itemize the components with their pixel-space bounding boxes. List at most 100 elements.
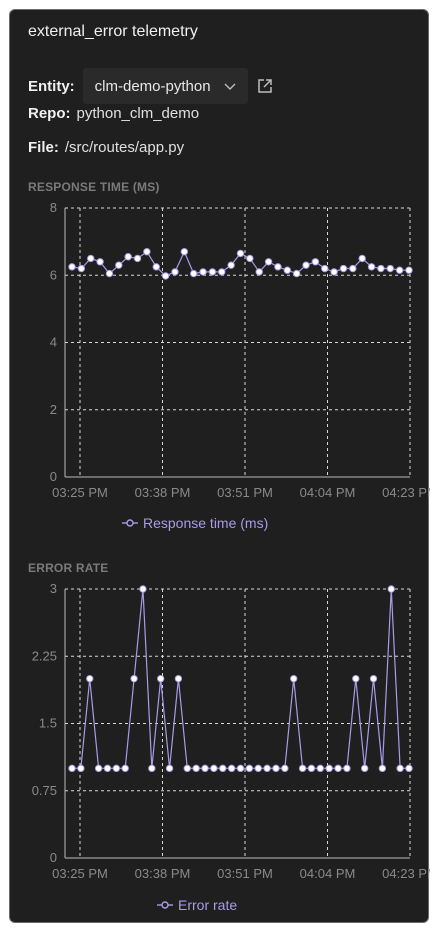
data-point[interactable] bbox=[115, 261, 123, 269]
y-tick-label: 8 bbox=[50, 200, 57, 215]
legend-line-icon bbox=[122, 519, 138, 527]
data-point[interactable] bbox=[218, 268, 226, 276]
data-point[interactable] bbox=[349, 264, 357, 273]
data-point[interactable] bbox=[281, 764, 289, 773]
error-rate-title: ERROR RATE bbox=[28, 561, 109, 575]
data-point[interactable] bbox=[274, 263, 282, 271]
data-point[interactable] bbox=[161, 272, 170, 280]
data-point[interactable] bbox=[121, 764, 129, 773]
data-point[interactable] bbox=[148, 764, 156, 773]
data-point[interactable] bbox=[105, 269, 114, 278]
data-point[interactable] bbox=[124, 253, 132, 261]
data-point[interactable] bbox=[68, 263, 76, 271]
data-point[interactable] bbox=[201, 764, 209, 773]
y-tick-label: 1.5 bbox=[39, 716, 57, 731]
x-tick-label: 04:23 PM bbox=[382, 866, 430, 881]
data-point[interactable] bbox=[395, 266, 404, 274]
entity-select[interactable]: clm-demo-python bbox=[82, 68, 248, 104]
data-point[interactable] bbox=[378, 764, 387, 773]
data-point[interactable] bbox=[311, 258, 320, 266]
y-tick-label: 0 bbox=[50, 469, 57, 484]
data-point[interactable] bbox=[396, 764, 404, 773]
data-point[interactable] bbox=[377, 264, 385, 273]
data-point[interactable] bbox=[236, 249, 245, 258]
data-point[interactable] bbox=[77, 264, 86, 273]
data-point[interactable] bbox=[307, 764, 316, 773]
telemetry-panel: external_error telemetry Entity: clm-dem… bbox=[9, 9, 430, 923]
repo-value: python_clm_demo bbox=[76, 104, 200, 122]
data-point[interactable] bbox=[405, 764, 413, 773]
data-point[interactable] bbox=[152, 263, 160, 271]
data-point[interactable] bbox=[292, 269, 301, 278]
data-point[interactable] bbox=[343, 764, 351, 773]
data-point[interactable] bbox=[405, 266, 413, 274]
data-point[interactable] bbox=[302, 261, 310, 269]
data-point[interactable] bbox=[367, 263, 376, 271]
data-point[interactable] bbox=[316, 764, 325, 773]
x-tick-label: 04:23 PM bbox=[382, 485, 430, 500]
data-point[interactable] bbox=[133, 254, 142, 263]
external-link-icon[interactable] bbox=[256, 77, 274, 95]
data-point[interactable] bbox=[352, 674, 360, 683]
x-tick-label: 03:51 PM bbox=[217, 485, 273, 500]
data-point[interactable] bbox=[68, 764, 76, 773]
data-point[interactable] bbox=[130, 674, 138, 683]
data-point[interactable] bbox=[227, 261, 235, 269]
data-point[interactable] bbox=[246, 254, 254, 263]
data-point[interactable] bbox=[94, 764, 103, 773]
data-point[interactable] bbox=[86, 674, 94, 683]
data-point[interactable] bbox=[272, 764, 280, 773]
data-point[interactable] bbox=[208, 268, 217, 276]
data-point[interactable] bbox=[369, 674, 378, 683]
data-point[interactable] bbox=[227, 764, 236, 773]
data-point[interactable] bbox=[112, 764, 121, 773]
data-point[interactable] bbox=[254, 764, 262, 773]
data-point[interactable] bbox=[255, 268, 263, 276]
data-point[interactable] bbox=[245, 764, 254, 773]
x-tick-label: 03:25 PM bbox=[52, 866, 108, 881]
data-point[interactable] bbox=[103, 764, 112, 773]
response-time-legend[interactable]: Response time (ms) bbox=[122, 515, 268, 531]
data-point[interactable] bbox=[165, 764, 174, 773]
data-point[interactable] bbox=[183, 764, 191, 773]
y-tick-label: 6 bbox=[50, 267, 57, 282]
data-point[interactable] bbox=[330, 268, 338, 276]
data-point[interactable] bbox=[171, 268, 179, 276]
data-point[interactable] bbox=[210, 764, 218, 773]
repo-row: Repo: python_clm_demo bbox=[28, 102, 199, 124]
data-point[interactable] bbox=[321, 264, 329, 273]
data-point[interactable] bbox=[387, 585, 395, 593]
data-point[interactable] bbox=[96, 258, 104, 266]
y-tick-label: 2 bbox=[50, 402, 57, 417]
data-point[interactable] bbox=[139, 585, 147, 593]
data-point[interactable] bbox=[325, 764, 333, 773]
data-point[interactable] bbox=[283, 266, 292, 274]
y-tick-label: 0 bbox=[50, 850, 57, 865]
data-point[interactable] bbox=[298, 764, 307, 773]
data-point[interactable] bbox=[219, 764, 227, 773]
data-point[interactable] bbox=[180, 248, 189, 256]
data-point[interactable] bbox=[87, 254, 95, 263]
data-point[interactable] bbox=[290, 674, 298, 683]
data-point[interactable] bbox=[174, 674, 183, 683]
data-point[interactable] bbox=[358, 254, 366, 263]
y-tick-label: 4 bbox=[50, 335, 57, 350]
file-label: File: bbox=[28, 138, 59, 156]
data-point[interactable] bbox=[263, 764, 271, 773]
data-point[interactable] bbox=[143, 248, 151, 256]
data-point[interactable] bbox=[199, 268, 207, 276]
panel-title: external_error telemetry bbox=[28, 23, 198, 40]
data-point[interactable] bbox=[156, 674, 165, 683]
error-rate-legend[interactable]: Error rate bbox=[157, 897, 237, 913]
data-point[interactable] bbox=[334, 764, 342, 773]
error-rate-chart: 0 0.75 1.5 2.25 3 03:25 PM 03:38 PM 03:51 PM 04:… bbox=[32, 581, 430, 881]
data-point[interactable] bbox=[264, 258, 273, 266]
data-point[interactable] bbox=[77, 764, 85, 773]
data-point[interactable] bbox=[339, 264, 348, 273]
data-point[interactable] bbox=[192, 764, 200, 773]
data-point[interactable] bbox=[189, 269, 198, 278]
data-point[interactable] bbox=[360, 764, 369, 773]
data-point[interactable] bbox=[386, 264, 394, 273]
data-point[interactable] bbox=[236, 764, 245, 773]
file-row: File: /src/routes/app.py bbox=[28, 136, 184, 158]
